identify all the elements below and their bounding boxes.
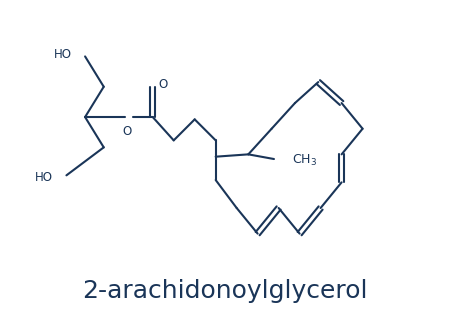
Text: 2-arachidonoylglycerol: 2-arachidonoylglycerol (82, 279, 368, 303)
Text: HO: HO (36, 171, 54, 184)
Text: CH$_3$: CH$_3$ (292, 152, 317, 167)
Text: O: O (122, 125, 132, 138)
Text: HO: HO (54, 48, 72, 61)
Text: O: O (158, 78, 167, 91)
